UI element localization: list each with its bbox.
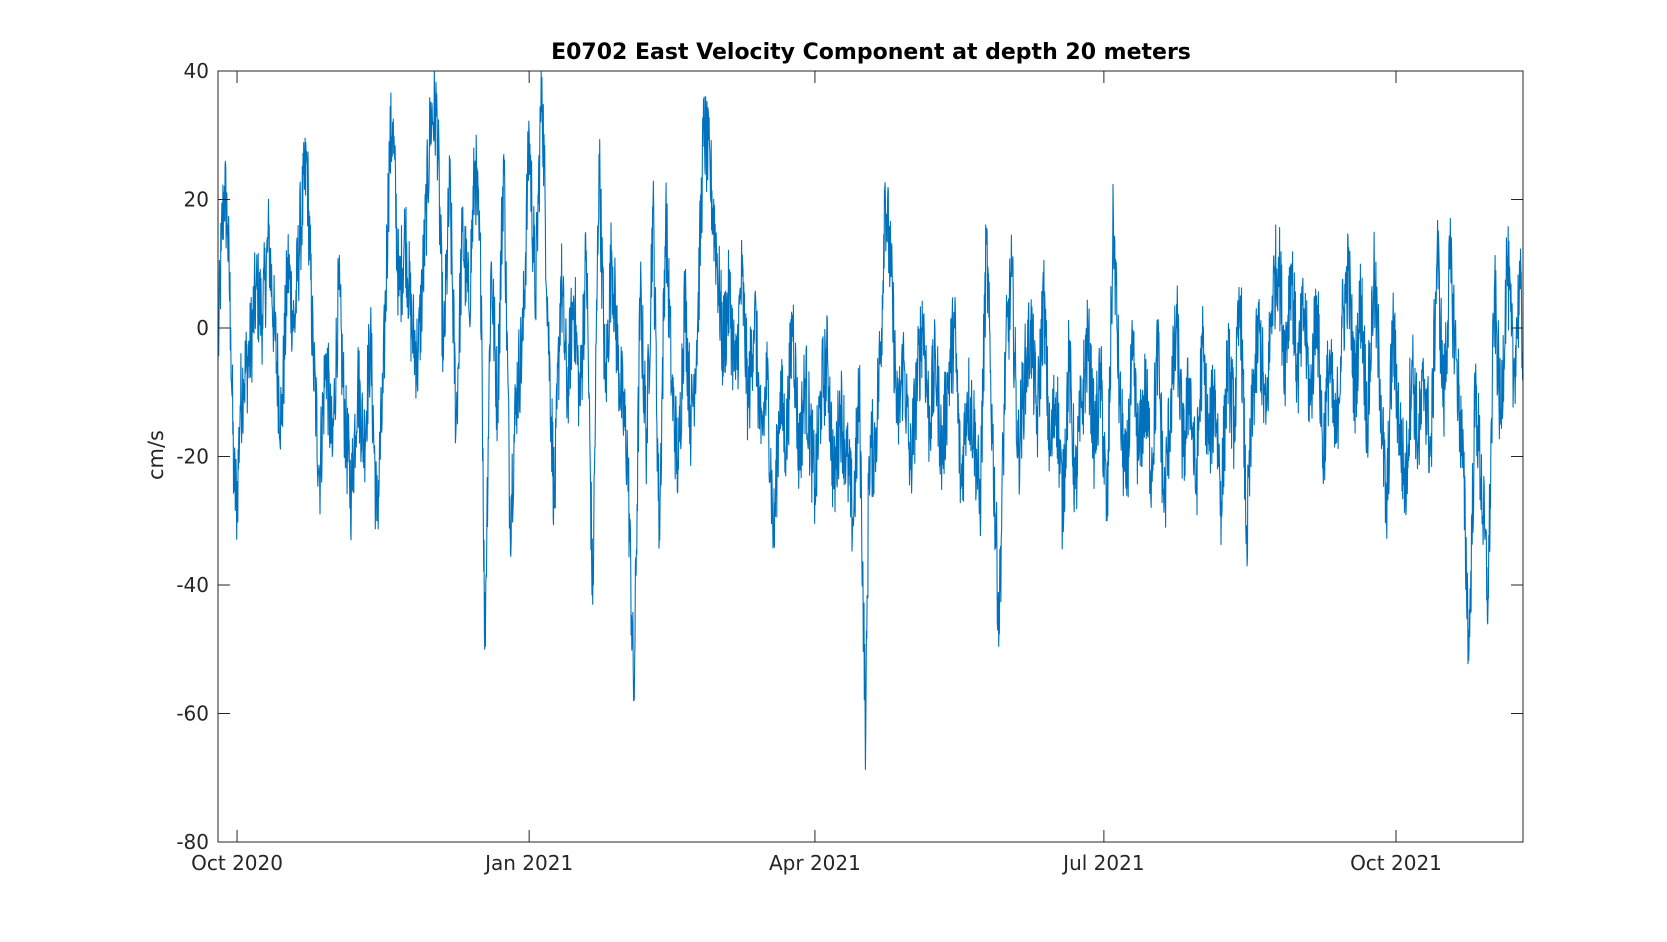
y-tick-label: 40 (184, 59, 209, 83)
y-tick-label: 0 (196, 316, 209, 340)
y-tick-label: -60 (176, 702, 209, 726)
y-tick-label: -80 (176, 830, 209, 854)
series-layer (217, 70, 1524, 771)
chart-title: E0702 East Velocity Component at depth 2… (551, 40, 1191, 65)
y-tick-label: 20 (184, 188, 209, 212)
x-tick-label: Jul 2021 (1061, 851, 1144, 875)
x-tick-label: Oct 2020 (191, 851, 283, 875)
x-tick-label: Apr 2021 (769, 851, 861, 875)
y-tick-label: -40 (176, 573, 209, 597)
y-tick-label: -20 (176, 445, 209, 469)
y-axis-label: cm/s (144, 430, 168, 480)
x-tick-label: Oct 2021 (1350, 851, 1442, 875)
series-line (217, 70, 1524, 771)
x-tick-label: Jan 2021 (483, 851, 573, 875)
